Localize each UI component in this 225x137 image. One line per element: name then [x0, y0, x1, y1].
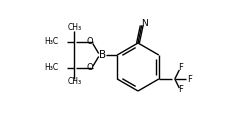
Text: CH₃: CH₃	[67, 24, 81, 32]
Text: F: F	[178, 64, 183, 72]
Text: F: F	[187, 75, 192, 83]
Text: O: O	[87, 64, 94, 72]
Text: B: B	[99, 50, 106, 60]
Text: O: O	[87, 38, 94, 46]
Text: H₃C: H₃C	[44, 38, 58, 46]
Text: N: N	[141, 19, 148, 28]
Text: CH₃: CH₃	[67, 78, 81, 86]
Text: F: F	[178, 85, 183, 95]
Text: H₃C: H₃C	[44, 64, 58, 72]
